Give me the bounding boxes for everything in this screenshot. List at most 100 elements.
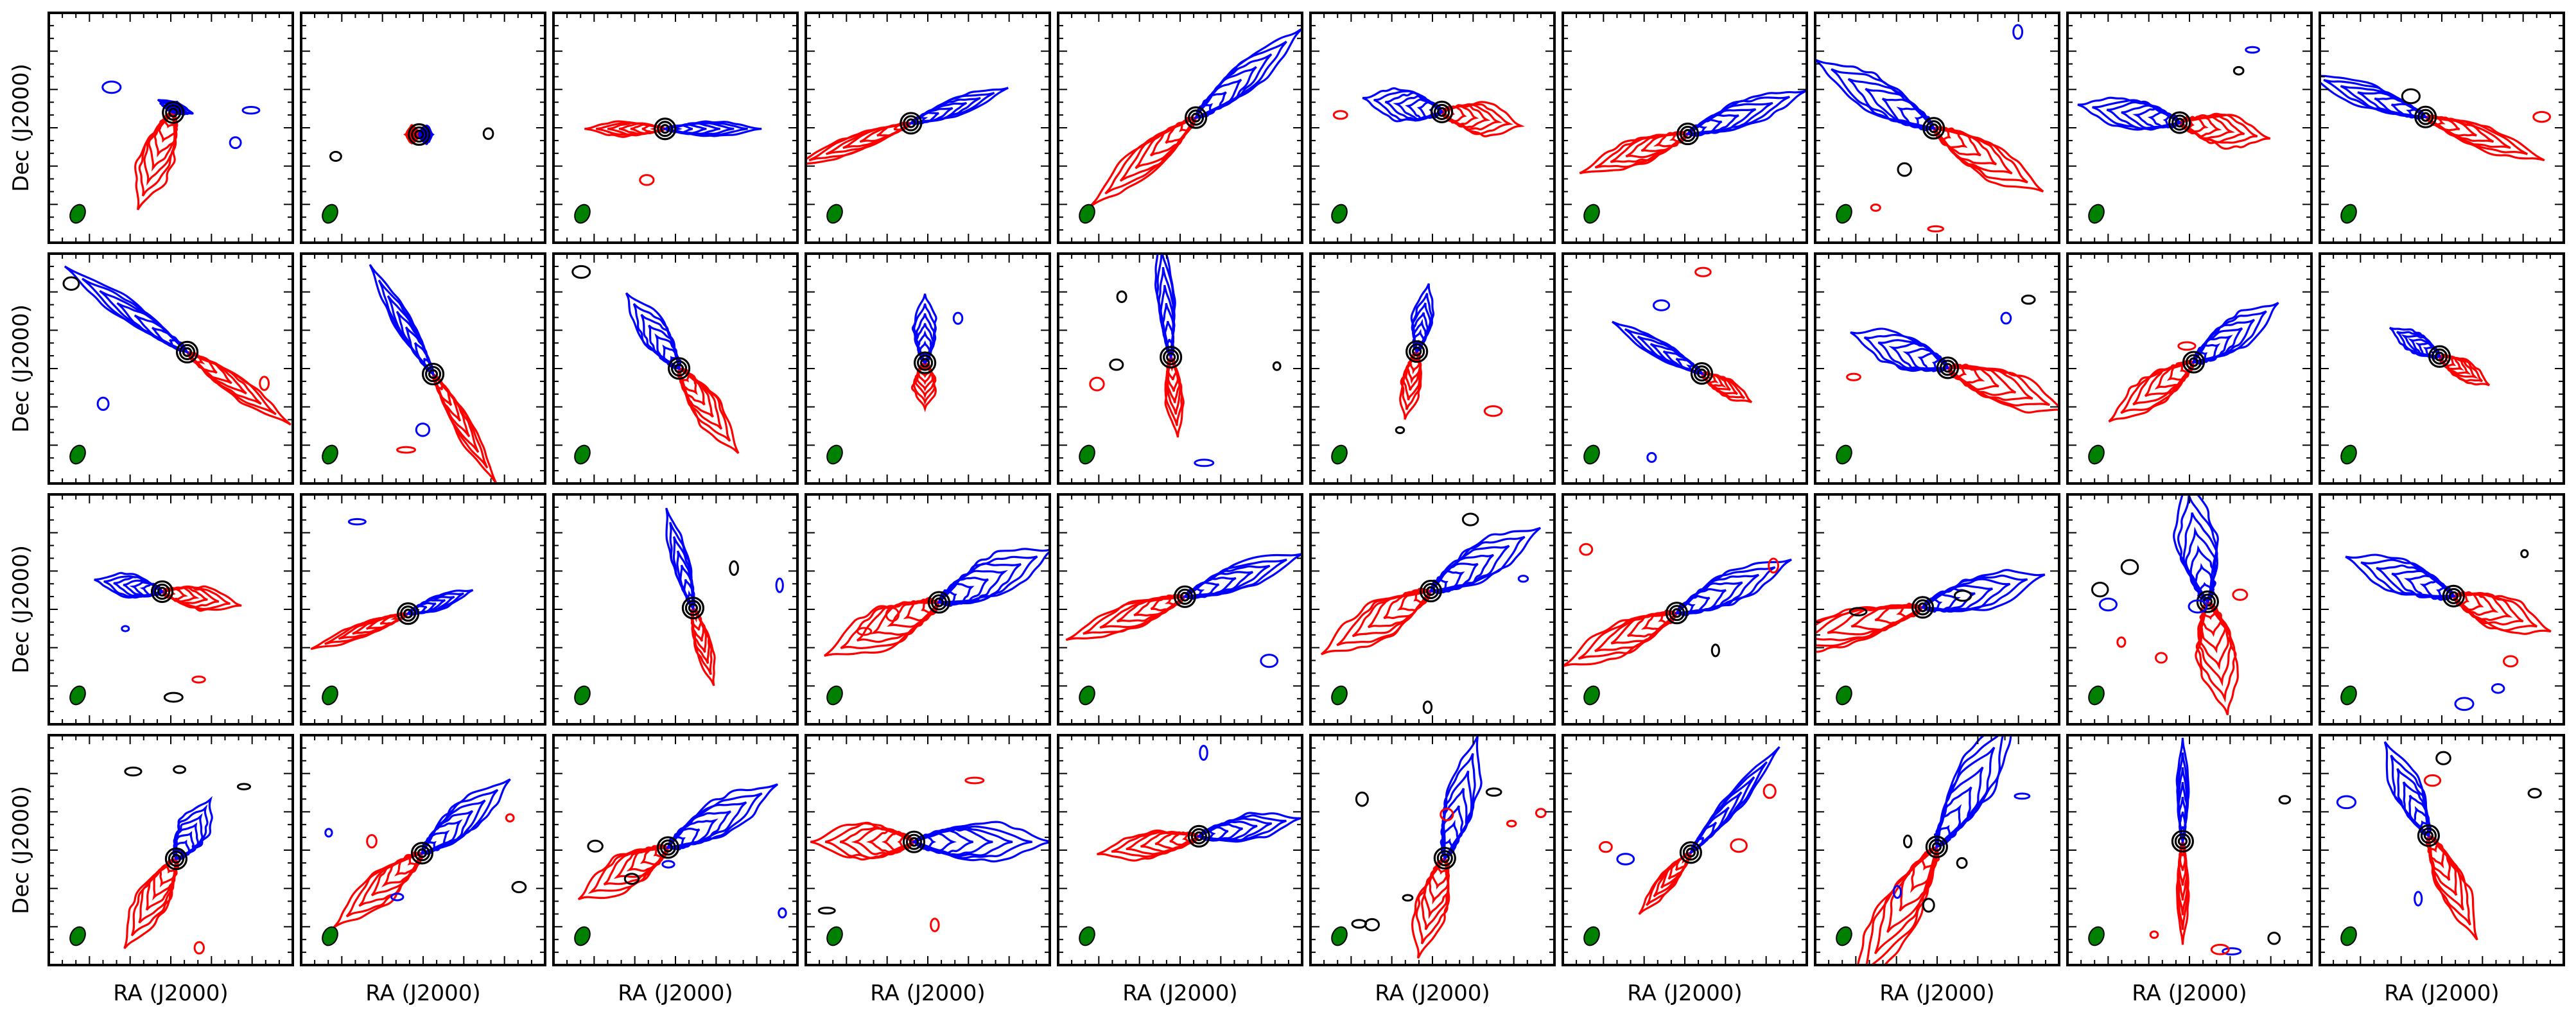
continuum-contour: [2434, 351, 2445, 361]
noise-contour: [366, 833, 378, 849]
continuum-contour: [1685, 848, 1696, 858]
noise-contour: [1402, 894, 1414, 902]
continuum-contour: [670, 360, 688, 377]
continuum-contour: [1929, 123, 1939, 134]
continuum-contour: [913, 351, 937, 374]
red-contour: [2198, 599, 2232, 687]
noise-contour: [124, 766, 143, 777]
panel-contours: [810, 776, 1050, 932]
x-axis-label: RA (J2000): [113, 980, 228, 1006]
noise-contour: [2278, 795, 2292, 805]
noise-contour: [2414, 891, 2423, 907]
noise-contour: [2503, 655, 2519, 668]
panel-r1-c6: [1309, 12, 1556, 244]
x-axis-label: RA (J2000): [2384, 980, 2499, 1006]
continuum-contour: [681, 597, 705, 620]
panel-r1-c3: [552, 12, 799, 244]
panel-frame: [48, 734, 294, 966]
beam-ellipse: [1331, 204, 1348, 224]
beam-ellipse: [1079, 926, 1095, 946]
continuum-contour: [2417, 109, 2434, 125]
panel-contours: [2077, 46, 2271, 150]
panel-r2-c3: [552, 252, 799, 485]
beam-ellipse: [69, 926, 86, 946]
noise-contour: [2454, 697, 2475, 711]
noise-contour: [1762, 783, 1777, 799]
noise-contour: [347, 518, 367, 526]
beam-ellipse: [69, 444, 86, 465]
red-contour: [603, 846, 670, 886]
noise-contour: [2520, 549, 2529, 559]
noise-contour: [930, 918, 940, 932]
red-contour: [1397, 589, 1433, 612]
noise-contour: [587, 839, 604, 853]
noise-contour: [1116, 290, 1127, 304]
panel-contours: [1097, 744, 1301, 862]
continuum-contour: [659, 839, 677, 856]
panel-frame: [300, 12, 546, 244]
panel-grid: [48, 12, 2565, 966]
noise-contour: [2155, 652, 2168, 664]
beam-ellipse: [826, 444, 843, 465]
panel-r3-c7: [1562, 493, 1808, 726]
beam-ellipse: [2088, 926, 2105, 946]
noise-contour: [1598, 840, 1613, 853]
panel-background: [301, 254, 545, 483]
panel-contours: [2345, 549, 2552, 711]
x-axis-label: RA (J2000): [1375, 980, 1490, 1006]
continuum-contour: [1668, 605, 1685, 622]
continuum-contour: [2448, 591, 2459, 601]
panel-r2-c8: [1814, 252, 2060, 485]
continuum-contour: [1683, 128, 1693, 139]
continuum-contour: [674, 363, 684, 374]
noise-contour: [1849, 607, 1868, 616]
panel-ticks: [1310, 494, 1554, 724]
panel-frame: [2319, 252, 2565, 485]
panel-frame: [300, 734, 546, 966]
continuum-contour: [1434, 103, 1450, 120]
noise-contour: [2210, 943, 2230, 955]
continuum-contour: [657, 121, 674, 137]
continuum-contour: [1440, 853, 1450, 864]
beam-ellipse: [2088, 685, 2105, 706]
continuum-contour: [684, 600, 702, 616]
continuum-contour: [934, 597, 944, 607]
continuum-contour: [2188, 357, 2199, 367]
panel-r4-c8: [1814, 734, 2060, 966]
continuum-contour: [2175, 118, 2185, 128]
noise-contour: [236, 783, 252, 790]
noise-contour: [1730, 838, 1748, 853]
beam-ellipse: [1079, 444, 1095, 465]
continuum-contour: [2174, 833, 2191, 849]
noise-contour: [1194, 458, 1215, 467]
panel-contours: [123, 765, 252, 955]
noise-contour: [1440, 807, 1454, 822]
panel-frame: [48, 12, 294, 244]
continuum-contour: [162, 101, 185, 124]
continuum-contour: [1190, 112, 1201, 123]
blue-contour: [418, 130, 422, 139]
red-contour: [1104, 115, 1199, 195]
noise-contour: [1956, 857, 1968, 869]
noise-contour: [1710, 643, 1720, 658]
blue-contour: [2189, 544, 2217, 604]
noise-contour: [1422, 700, 1433, 714]
continuum-contour: [1942, 363, 1953, 373]
noise-contour: [2000, 311, 2012, 325]
panel-r3-c4: [805, 493, 1051, 726]
panel-frame: [2319, 12, 2565, 244]
continuum-contour: [417, 848, 428, 858]
continuum-contour: [2185, 354, 2202, 370]
noise-contour: [2267, 932, 2281, 945]
panel-frame: [2319, 734, 2565, 966]
panel-contours: [310, 518, 474, 650]
panel-r4-c3: [552, 734, 799, 966]
panel-frame: [552, 493, 799, 726]
panel-frame: [2319, 493, 2565, 726]
panel-r2-c6: [1309, 252, 1556, 485]
continuum-contour: [2445, 588, 2462, 604]
continuum-contour: [414, 129, 424, 140]
panel-contours: [324, 778, 527, 928]
beam-ellipse: [2340, 204, 2357, 224]
